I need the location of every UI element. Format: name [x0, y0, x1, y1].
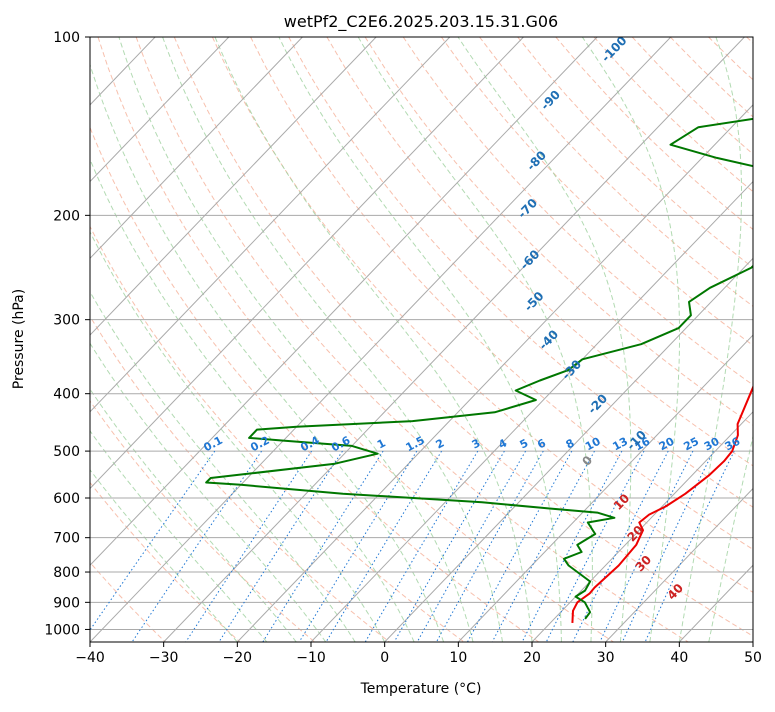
- y-tick-label: 800: [53, 565, 80, 581]
- y-axis-label: Pressure (hPa): [11, 289, 27, 389]
- x-tick-label: −30: [149, 650, 179, 666]
- x-tick-label: 50: [744, 650, 762, 666]
- x-tick-label: −20: [223, 650, 253, 666]
- y-tick-label: 600: [53, 491, 80, 507]
- x-tick-label: −10: [296, 650, 326, 666]
- x-tick-label: 0: [380, 650, 389, 666]
- y-tick-label: 900: [53, 595, 80, 611]
- y-tick-label: 200: [53, 208, 80, 224]
- y-tick-label: 300: [53, 313, 80, 329]
- x-tick-label: −40: [75, 650, 105, 666]
- y-tick-label: 100: [53, 30, 80, 46]
- x-tick-label: 20: [523, 650, 541, 666]
- y-tick-label: 700: [53, 531, 80, 547]
- x-tick-label: 10: [449, 650, 467, 666]
- x-tick-label: 30: [597, 650, 615, 666]
- x-tick-label: 40: [670, 650, 688, 666]
- y-tick-label: 400: [53, 387, 80, 403]
- y-tick-label: 500: [53, 444, 80, 460]
- y-tick-label: 1000: [44, 622, 80, 638]
- chart-title: wetPf2_C2E6.2025.203.15.31.G06: [284, 12, 558, 32]
- x-axis-label: Temperature (°C): [360, 681, 482, 697]
